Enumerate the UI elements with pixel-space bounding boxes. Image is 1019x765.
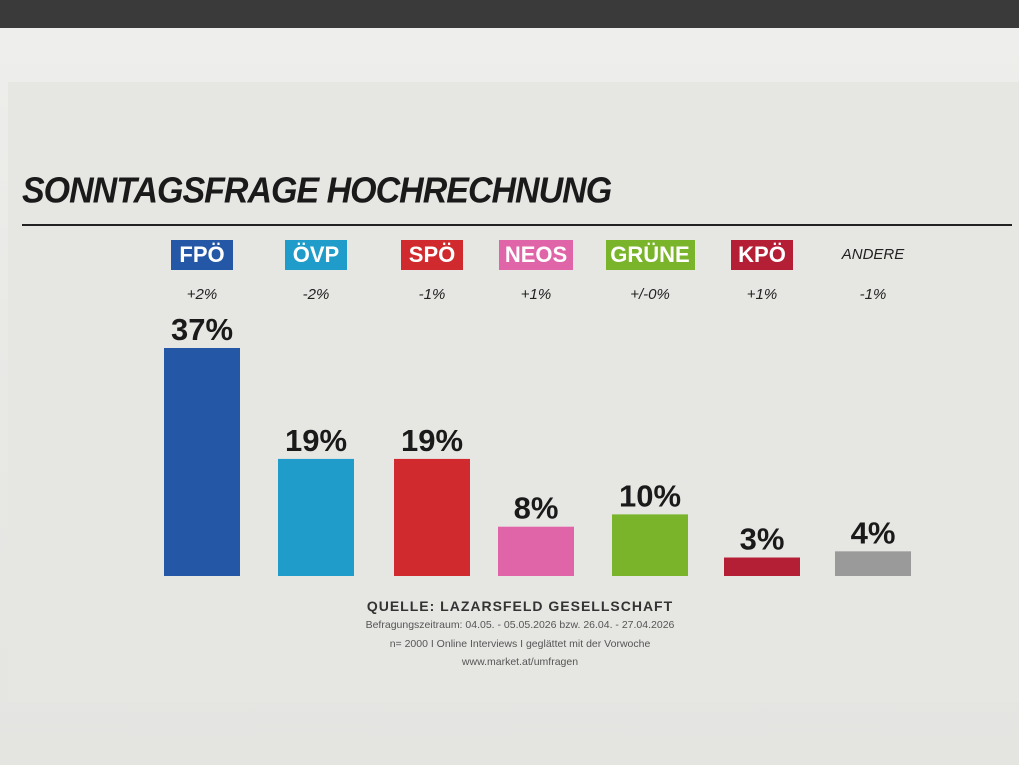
party-label-kpoe: KPÖ <box>731 240 793 270</box>
change-label-oevp: -2% <box>302 286 330 303</box>
bar-kpoe <box>724 557 800 576</box>
party-label-andere: ANDERE <box>841 246 905 263</box>
source-period: Befragungszeitraum: 04.05. - 05.05.2026 … <box>365 619 675 631</box>
change-label-andere: -1% <box>859 286 887 303</box>
source-heading: QUELLE: LAZARSFELD GESELLSCHAFT <box>366 598 674 614</box>
bar-value-spoe: 19% <box>401 423 463 458</box>
bar-value-andere: 4% <box>851 515 896 550</box>
source-sample: n= 2000 I Online Interviews I geglättet … <box>389 638 651 650</box>
change-label-neos: +1% <box>520 286 552 303</box>
change-label-spoe: -1% <box>418 286 446 303</box>
bar-fpoe <box>164 348 240 576</box>
change-label-gruene: +/-0% <box>630 286 670 303</box>
party-label-spoe: SPÖ <box>401 240 463 270</box>
bar-value-gruene: 10% <box>619 478 681 513</box>
bar-oevp <box>278 458 354 576</box>
party-label-fpoe: FPÖ <box>171 240 233 270</box>
title-rule <box>22 224 1012 226</box>
chart-title: SONNTAGSFRAGE HOCHRECHNUNG <box>22 171 612 211</box>
bar-value-neos: 8% <box>514 491 559 526</box>
bar-andere <box>835 551 911 576</box>
bar-spoe <box>394 458 470 576</box>
source-url: www.market.at/umfragen <box>461 656 579 668</box>
party-label-gruene: GRÜNE <box>605 240 695 270</box>
bar-value-oevp: 19% <box>285 423 347 458</box>
bar-value-fpoe: 37% <box>171 312 233 347</box>
bar-gruene <box>612 514 688 576</box>
party-label-oevp: ÖVP <box>285 240 347 270</box>
bar-value-kpoe: 3% <box>740 522 785 557</box>
bar-neos <box>498 526 574 576</box>
party-label-neos: NEOS <box>499 240 573 270</box>
change-label-kpoe: +1% <box>746 286 778 303</box>
change-label-fpoe: +2% <box>186 286 218 303</box>
